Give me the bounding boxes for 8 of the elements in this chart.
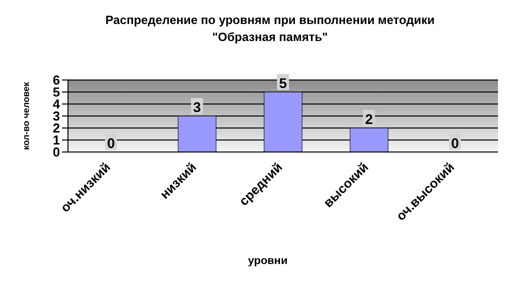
data-label: 3 <box>193 99 202 115</box>
x-axis-title: уровни <box>248 255 288 267</box>
data-label: 2 <box>365 111 374 127</box>
y-axis-title: кол-во человек <box>21 81 32 150</box>
chart-title: Распределение по уровням при выполнении методики "Образная память" <box>104 12 436 46</box>
data-label: 5 <box>279 75 288 91</box>
data-label: 0 <box>451 135 460 151</box>
data-label: 0 <box>107 135 116 151</box>
